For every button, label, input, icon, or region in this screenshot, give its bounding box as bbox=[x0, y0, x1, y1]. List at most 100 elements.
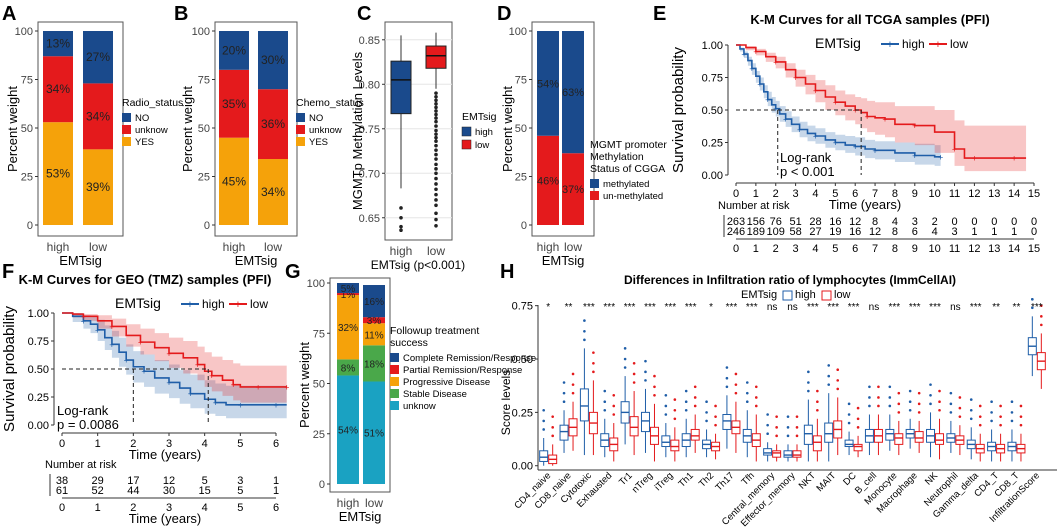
panel-label-a: A bbox=[2, 3, 16, 25]
significance-label: *** bbox=[624, 302, 636, 313]
outlier-point bbox=[990, 411, 993, 414]
y-tick-label: 0.85 bbox=[359, 35, 380, 47]
risk-count-high: 263 bbox=[727, 216, 745, 228]
legend-label: NO bbox=[135, 113, 149, 124]
censor-mark: + bbox=[813, 132, 818, 142]
outlier-point bbox=[990, 419, 993, 423]
outlier-point bbox=[786, 415, 790, 418]
legend-marker: + bbox=[935, 39, 941, 51]
legend-marker: + bbox=[235, 299, 241, 311]
bar-segment-unknow bbox=[258, 89, 288, 160]
censor-mark: + bbox=[231, 380, 236, 390]
legend-title: Followup treatment bbox=[390, 325, 479, 337]
censor-mark: + bbox=[109, 322, 114, 332]
risk-count-low: 52 bbox=[92, 485, 104, 497]
box-high bbox=[844, 439, 854, 448]
outlier-point bbox=[434, 157, 438, 161]
x-tick-label: high bbox=[390, 244, 413, 258]
risk-count-high: 76 bbox=[770, 216, 782, 228]
bar-segment-unknow bbox=[363, 381, 385, 484]
p-value-label: p < 0.001 bbox=[780, 164, 835, 179]
risk-x-axis-label: Time (years) bbox=[129, 511, 201, 526]
significance-label: *** bbox=[644, 302, 656, 313]
censor-mark: + bbox=[938, 152, 943, 162]
outlier-point bbox=[684, 400, 688, 404]
outlier-point bbox=[434, 98, 438, 103]
censor-mark: + bbox=[833, 98, 838, 108]
data-label: 54% bbox=[338, 426, 358, 437]
risk-x-tick-label: 3 bbox=[793, 243, 799, 255]
risk-count-low: 27 bbox=[809, 226, 821, 238]
box-low bbox=[812, 435, 822, 452]
outlier-point bbox=[673, 398, 677, 401]
data-label: 18% bbox=[364, 359, 384, 370]
censor-mark: + bbox=[273, 400, 278, 410]
significance-label: * bbox=[709, 302, 713, 313]
legend-swatch bbox=[122, 137, 131, 146]
x-tick-label: 0 bbox=[59, 438, 65, 450]
x-axis-label: EMTsig bbox=[339, 509, 382, 524]
y-tick-label: 50 bbox=[198, 123, 210, 135]
y-tick-label: 0.25 bbox=[512, 407, 533, 419]
legend-swatch bbox=[461, 139, 472, 150]
risk-table-title: Number at risk bbox=[718, 200, 790, 212]
outlier-point bbox=[908, 408, 912, 412]
outlier-point bbox=[562, 381, 566, 384]
outlier-point bbox=[583, 319, 586, 322]
outlier-point bbox=[434, 143, 438, 148]
outlier-point bbox=[725, 385, 729, 389]
data-label: 30% bbox=[261, 53, 285, 67]
significance-label: *** bbox=[726, 302, 738, 313]
log-rank-label: Log-rank bbox=[57, 403, 109, 418]
plot-frame bbox=[531, 21, 595, 237]
censor-mark: + bbox=[813, 86, 818, 96]
data-label: 20% bbox=[222, 43, 246, 57]
x-tick-label: 5 bbox=[832, 188, 838, 200]
outlier-point bbox=[562, 400, 566, 404]
outlier-point bbox=[929, 383, 932, 386]
survival-line-high bbox=[62, 312, 287, 406]
outlier-point bbox=[978, 404, 982, 408]
outlier-point bbox=[434, 171, 438, 176]
outlier-point bbox=[684, 408, 688, 412]
data-label: 11% bbox=[364, 330, 383, 341]
y-tick-label: 0.75 bbox=[512, 301, 533, 313]
x-tick-label: 3 bbox=[793, 188, 799, 200]
significance-label: ns bbox=[869, 302, 880, 313]
outlier-point bbox=[399, 228, 403, 233]
box-low bbox=[772, 450, 782, 458]
x-tick-label: high bbox=[47, 240, 70, 254]
risk-count-low: 1 bbox=[991, 226, 997, 238]
y-tick-label: 0.50 bbox=[702, 105, 723, 117]
outlier-point bbox=[1019, 423, 1023, 427]
outlier-point bbox=[978, 415, 982, 418]
outlier-point bbox=[623, 357, 627, 361]
legend-swatch bbox=[296, 125, 305, 134]
y-tick-label: 0.70 bbox=[359, 168, 380, 180]
outlier-point bbox=[653, 385, 656, 389]
bar-segment-yes bbox=[258, 159, 288, 225]
risk-x-tick-label: 12 bbox=[968, 243, 980, 255]
censor-mark: + bbox=[95, 325, 100, 335]
risk-count-low: 6 bbox=[912, 226, 918, 238]
censor-mark: + bbox=[166, 349, 171, 359]
box-low bbox=[935, 433, 945, 445]
outlier-point bbox=[434, 198, 438, 202]
risk-count-high: 51 bbox=[789, 216, 801, 228]
legend-title: MGMT promoter bbox=[590, 139, 667, 151]
outlier-point bbox=[434, 116, 438, 120]
significance-label: ** bbox=[1013, 302, 1021, 313]
x-tick-label: Th1 bbox=[676, 470, 695, 489]
censor-mark: + bbox=[1012, 154, 1017, 164]
outlier-point bbox=[999, 404, 1002, 408]
box-low bbox=[853, 443, 863, 452]
outlier-point bbox=[644, 370, 647, 374]
outlier-point bbox=[816, 389, 819, 393]
significance-label: ** bbox=[565, 302, 573, 313]
outlier-point bbox=[434, 124, 438, 128]
y-tick-label: 0.00 bbox=[512, 461, 533, 473]
y-tick-label: 25 bbox=[198, 172, 210, 184]
outlier-point bbox=[999, 423, 1002, 427]
outlier-point bbox=[734, 391, 738, 395]
